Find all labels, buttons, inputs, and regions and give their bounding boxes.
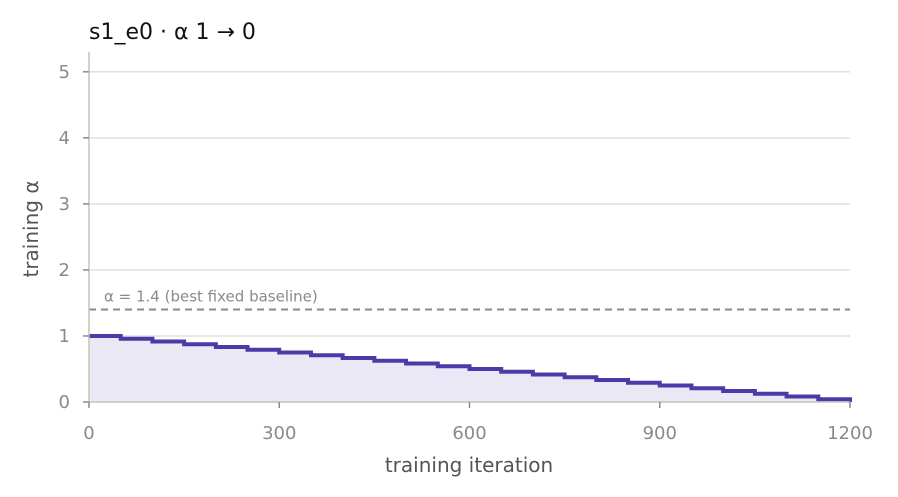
x-axis-label: training iteration [385, 453, 553, 477]
x-tick-label: 300 [262, 423, 296, 444]
reference-annotation: α = 1.4 (best fixed baseline) [104, 288, 318, 306]
grid-lines [89, 71, 850, 337]
x-tick-label: 600 [452, 423, 486, 444]
x-axis-ticks: 0 300 600 900 1200 [83, 402, 873, 444]
y-axis-label: training α [19, 180, 43, 277]
chart-title: s1_e0 · α 1 → 0 [89, 20, 256, 45]
series-line [89, 333, 852, 402]
y-tick-label: 1 [59, 326, 70, 347]
y-axis-ticks: 0 1 2 3 4 5 [59, 62, 89, 413]
x-tick-label: 0 [83, 423, 94, 444]
y-tick-label: 5 [59, 62, 70, 83]
y-tick-label: 0 [59, 392, 70, 413]
x-tick-label: 1200 [827, 423, 873, 444]
y-tick-label: 2 [59, 260, 70, 281]
y-tick-label: 3 [59, 194, 70, 215]
x-tick-label: 900 [643, 423, 677, 444]
y-tick-label: 4 [59, 128, 70, 149]
